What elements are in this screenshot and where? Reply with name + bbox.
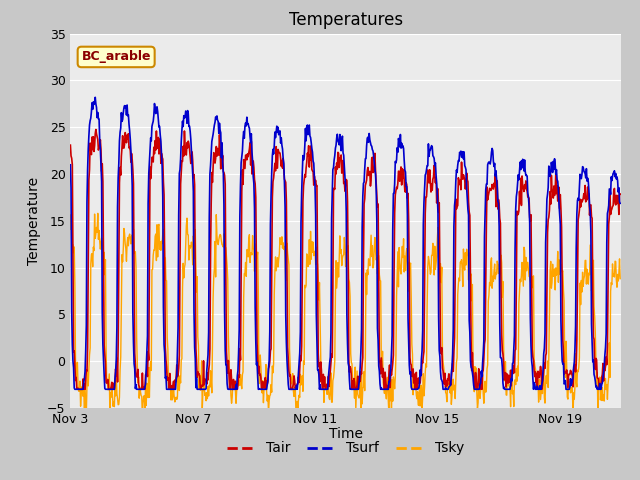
Legend: Tair, Tsurf, Tsky: Tair, Tsurf, Tsky bbox=[221, 436, 470, 461]
Y-axis label: Temperature: Temperature bbox=[28, 177, 42, 265]
Title: Temperatures: Temperatures bbox=[289, 11, 403, 29]
X-axis label: Time: Time bbox=[328, 427, 363, 441]
Text: BC_arable: BC_arable bbox=[81, 50, 151, 63]
